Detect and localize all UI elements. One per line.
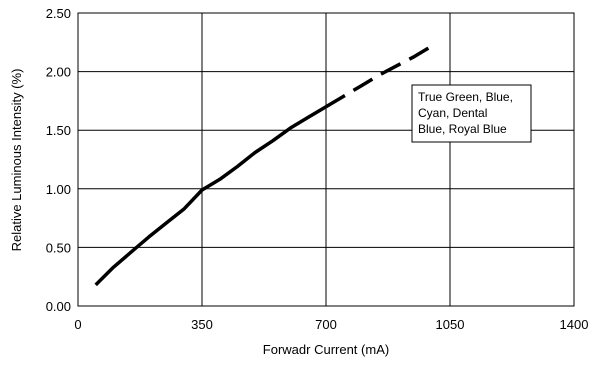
x-tick-label: 1400	[560, 317, 589, 332]
plot-frame	[77, 12, 575, 307]
legend-line-1: True Green, Blue,	[418, 90, 513, 104]
grid	[78, 13, 574, 306]
x-tick-labels: 0 350 700 1050 1400	[74, 317, 588, 332]
legend-line-2: Cyan, Dental	[418, 106, 487, 120]
series-line-dashed	[325, 44, 434, 109]
series-line-solid	[94, 105, 327, 287]
x-axis-label: Forwadr Current (mA)	[263, 342, 389, 357]
x-tick-label: 350	[191, 317, 213, 332]
legend-line-3: Blue, Royal Blue	[418, 122, 507, 136]
x-tick-label: 0	[74, 317, 81, 332]
y-tick-label: 2.50	[46, 6, 71, 21]
y-tick-label: 2.00	[46, 65, 71, 80]
x-tick-label: 700	[315, 317, 337, 332]
y-tick-label: 1.50	[46, 123, 71, 138]
y-tick-label: 0.00	[46, 299, 71, 314]
y-axis-label: Relative Luminous Intensity (%)	[9, 69, 24, 252]
y-tick-labels: 0.00 0.50 1.00 1.50 2.00 2.50	[46, 6, 71, 314]
y-tick-label: 0.50	[46, 240, 71, 255]
y-tick-label: 1.00	[46, 182, 71, 197]
series-layer	[94, 44, 434, 287]
x-tick-label: 1050	[436, 317, 465, 332]
legend-frame	[411, 84, 532, 143]
legend-box: True Green, Blue, Cyan, Dental Blue, Roy…	[411, 84, 532, 143]
